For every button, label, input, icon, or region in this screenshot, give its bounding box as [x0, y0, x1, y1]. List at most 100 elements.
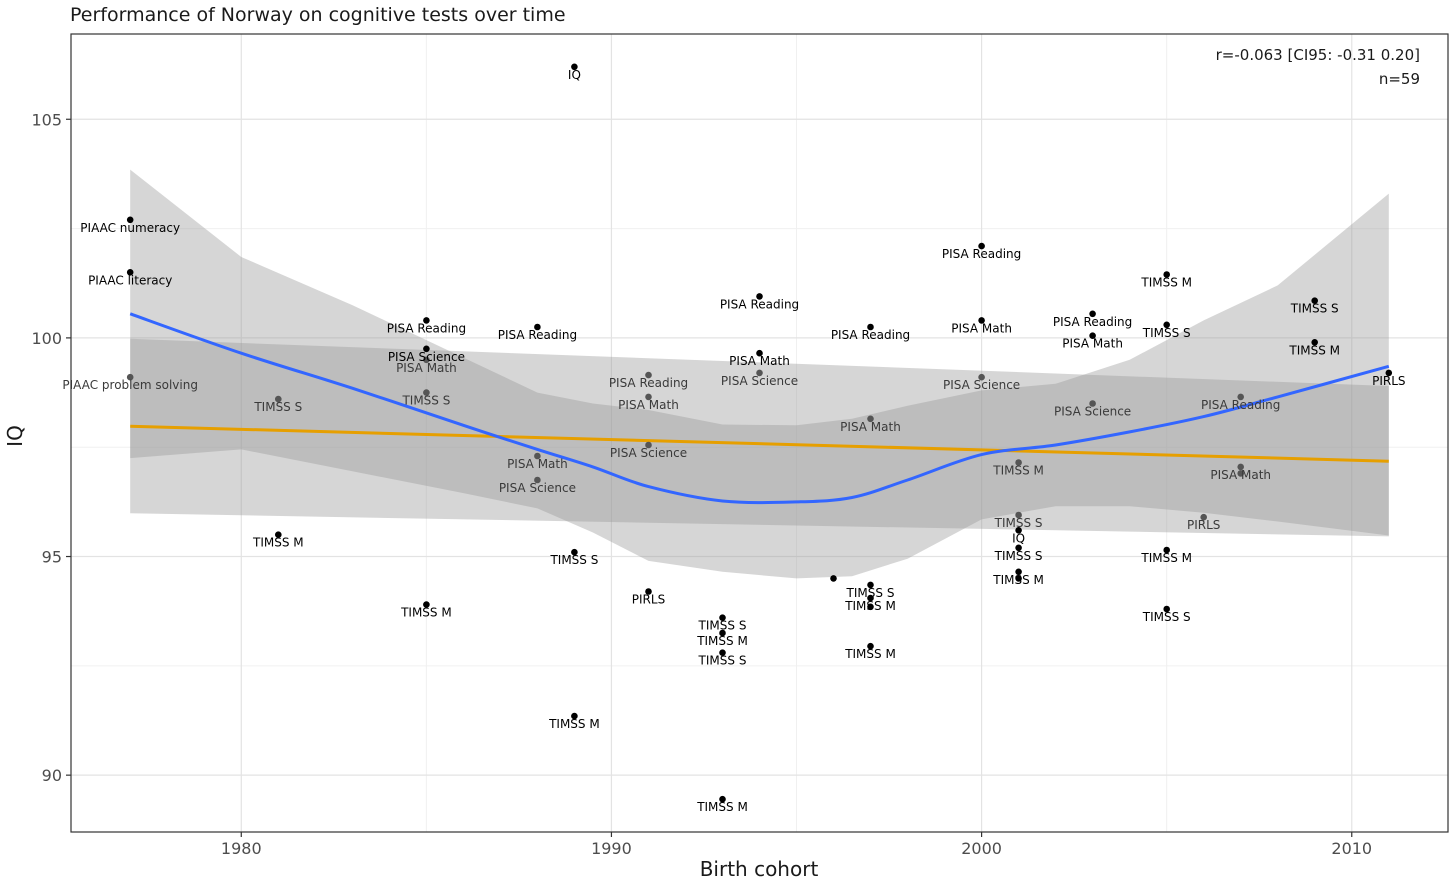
correlation-annotation: r=-0.063 [CI95: -0.31 0.20]	[1216, 46, 1420, 64]
data-point	[867, 581, 874, 589]
gridlines	[71, 34, 1448, 832]
data-point	[571, 712, 578, 720]
data-point	[867, 642, 874, 650]
data-point	[534, 323, 541, 331]
x-axis-title: Birth cohort	[700, 857, 819, 881]
point-label: TIMSS M	[548, 717, 600, 731]
x-tick-label: 1990	[591, 839, 632, 858]
data-point	[571, 548, 578, 556]
data-point	[1089, 310, 1096, 318]
point-label: TIMSS M	[252, 536, 304, 550]
data-point	[1015, 527, 1022, 534]
point-label: PISA Science	[610, 446, 687, 460]
point-label: TIMSS M	[696, 634, 748, 648]
loess-confidence-band	[130, 169, 1389, 579]
data-point	[978, 373, 985, 381]
point-label: PIRLS	[632, 593, 665, 607]
data-point	[1311, 339, 1318, 346]
point-label: TIMSS M	[844, 599, 896, 613]
point-labels: PIAAC numeracy PIAAC literacy PIAAC proble…	[62, 68, 1405, 814]
data-point	[719, 795, 726, 803]
point-label: PISA Science	[943, 378, 1020, 392]
data-point	[978, 317, 985, 324]
data-point	[423, 601, 430, 608]
data-point	[645, 393, 652, 401]
point-label: TIMSS M	[992, 464, 1044, 478]
data-point	[1200, 513, 1207, 521]
linear-confidence-band	[130, 338, 1389, 537]
data-point	[1015, 544, 1022, 552]
point-label: PISA Reading	[942, 247, 1021, 261]
data-point	[645, 441, 652, 449]
point-label: TIMSS S	[698, 619, 747, 633]
data-point	[1237, 470, 1244, 477]
data-point	[126, 216, 134, 224]
data-point	[645, 371, 652, 379]
data-point	[1089, 332, 1096, 340]
point-label: PISA Math	[840, 420, 901, 434]
linear-fit-line	[130, 424, 1389, 463]
point-label: TIMSS S	[994, 516, 1043, 530]
data-point	[1163, 271, 1170, 278]
point-label: PIAAC problem solving	[62, 378, 198, 392]
point-label: TIMSS M	[696, 800, 748, 814]
point-label: TIMSS S	[401, 394, 450, 408]
data-point	[1237, 463, 1244, 471]
point-label: TIMSS M	[400, 606, 452, 620]
point-label: PISA Science	[499, 481, 576, 495]
data-point	[423, 356, 430, 364]
data-point	[867, 415, 874, 423]
data-point	[571, 63, 578, 71]
data-point	[1163, 605, 1170, 613]
y-tick-label: 95	[42, 548, 62, 567]
point-label: PISA Math	[1062, 337, 1123, 351]
point-label: PISA Reading	[720, 297, 799, 311]
data-point	[719, 649, 726, 656]
data-point	[719, 614, 726, 621]
data-point	[1163, 321, 1170, 329]
point-label: PISA Science	[721, 374, 798, 388]
y-tick-label: 90	[42, 766, 62, 785]
point-label: PISA Math	[729, 354, 790, 368]
point-label: PISA Math	[618, 398, 679, 412]
point-label: PISA Reading	[387, 321, 466, 335]
y-tick-label: 100	[31, 329, 62, 348]
point-label: TIMSS S	[549, 553, 598, 567]
point-label: PISA Reading	[498, 328, 577, 342]
data-point	[756, 293, 763, 300]
point-label: PISA Science	[1054, 405, 1131, 419]
data-point	[423, 389, 430, 396]
y-axis-title: IQ	[3, 425, 27, 447]
data-point	[126, 373, 134, 381]
point-label: TIMSS S	[1142, 326, 1191, 340]
point-label: PIRLS	[1372, 374, 1405, 388]
data-point	[1015, 459, 1022, 466]
axis-ticks: 1980 1990 2000 2010 90 95 100 105	[31, 110, 1372, 858]
data-point	[1015, 568, 1022, 576]
point-label: TIMSS S	[253, 400, 302, 414]
point-label: PISA Reading	[831, 328, 910, 342]
point-label: PISA Math	[396, 361, 457, 375]
chart-title: Performance of Norway on cognitive tests…	[70, 4, 566, 26]
point-label: PISA Reading	[1201, 398, 1280, 412]
point-label: PISA Reading	[609, 376, 688, 390]
data-point	[275, 395, 282, 403]
point-label: TIMSS M	[992, 573, 1044, 587]
x-tick-label: 2000	[961, 839, 1002, 858]
point-label: TIMSS S	[698, 654, 747, 668]
data-point	[275, 531, 282, 538]
data-point	[756, 349, 763, 357]
confidence-bands	[130, 169, 1389, 579]
point-label: PIAAC literacy	[88, 273, 172, 287]
data-point	[867, 603, 874, 611]
data-point	[423, 345, 430, 353]
data-point	[1015, 575, 1022, 582]
point-label: TIMSS S	[994, 549, 1043, 563]
point-label: PIAAC numeracy	[80, 221, 180, 235]
fit-lines	[129, 312, 1390, 505]
data-point	[1311, 297, 1318, 305]
point-label: TIMSS M	[1140, 551, 1192, 565]
point-label: TIMSS S	[1142, 610, 1191, 624]
loess-fit-line	[129, 312, 1390, 505]
